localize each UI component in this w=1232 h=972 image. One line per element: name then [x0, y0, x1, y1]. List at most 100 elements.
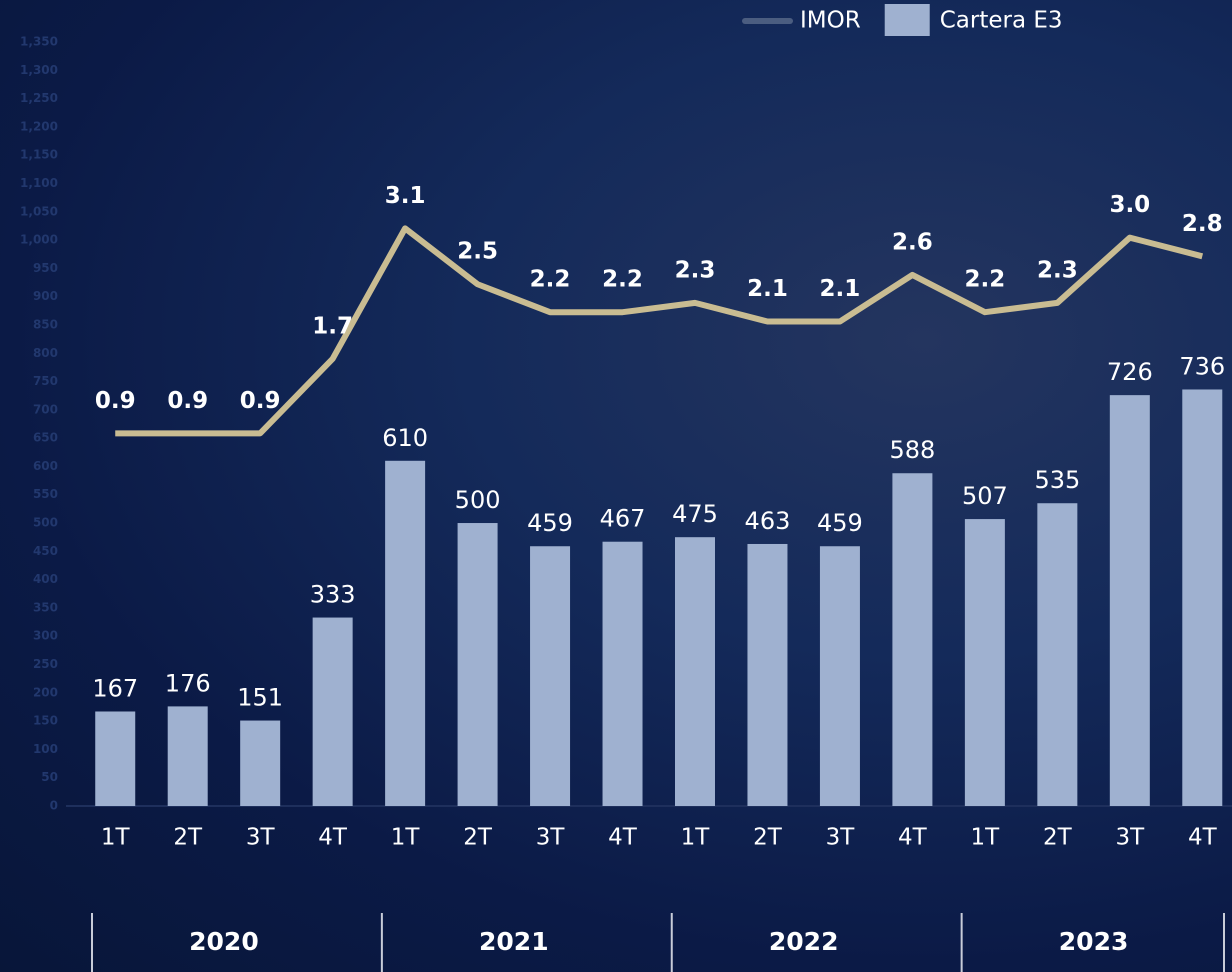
bar: [1109, 395, 1150, 806]
bar: [1182, 389, 1223, 806]
bar-value-label: 151: [237, 684, 283, 712]
y-tick-label: 650: [33, 431, 58, 445]
y-tick-label: 550: [33, 487, 58, 501]
x-tick-label: 1T: [681, 825, 711, 851]
line-value-label: 2.2: [965, 267, 1006, 293]
x-tick-label: 1T: [101, 825, 131, 851]
bar-value-label: 167: [92, 674, 138, 702]
bar: [530, 546, 571, 806]
bar-value-label: 459: [527, 509, 573, 537]
x-tick-label: 3T: [536, 825, 566, 851]
line-value-label: 2.3: [1037, 257, 1078, 283]
line-value-label: 2.2: [602, 267, 643, 293]
group-label: 2020: [189, 927, 259, 956]
bar-value-label: 507: [962, 482, 1008, 510]
line-value-label: 1.7: [312, 313, 353, 339]
line-value-label: 3.1: [385, 183, 426, 209]
x-tick-label: 3T: [826, 825, 856, 851]
y-tick-label: 700: [33, 402, 58, 416]
line-value-label: 2.3: [675, 257, 716, 283]
x-tick-label: 3T: [1115, 825, 1145, 851]
bar: [674, 537, 715, 806]
y-tick-label: 1,250: [20, 91, 58, 105]
bar-value-label: 333: [310, 581, 356, 609]
line-value-label: 0.9: [167, 388, 208, 414]
y-tick-label: 850: [33, 317, 58, 331]
bar-value-label: 475: [672, 500, 718, 528]
bar: [819, 546, 860, 806]
x-tick-label: 2T: [1043, 825, 1073, 851]
line-value-label: 0.9: [240, 388, 281, 414]
bar-value-label: 726: [1107, 358, 1153, 386]
bar: [602, 541, 643, 806]
y-tick-label: 50: [41, 770, 58, 784]
bar-value-label: 588: [889, 436, 935, 464]
bar-value-label: 176: [165, 669, 211, 697]
line: [115, 225, 1204, 437]
x-tick-label: 4T: [318, 825, 348, 851]
x-tick-label: 4T: [608, 825, 638, 851]
bar-value-label: 535: [1034, 466, 1080, 494]
y-tick-label: 1,000: [20, 233, 58, 247]
bar: [312, 617, 353, 806]
x-tick-label: 4T: [1188, 825, 1218, 851]
bar: [1037, 503, 1078, 806]
bar: [95, 711, 136, 806]
y-tick-label: 1,300: [20, 63, 58, 77]
y-tick-label: 800: [33, 346, 58, 360]
group-label: 2021: [479, 927, 549, 956]
x-tick-label: 1T: [391, 825, 421, 851]
bar: [964, 519, 1005, 806]
group-label: 2022: [769, 927, 839, 956]
x-tick-label: 1T: [971, 825, 1001, 851]
line-value-label: 2.5: [457, 239, 498, 265]
y-tick-label: 350: [33, 600, 58, 614]
x-tick-label: 2T: [753, 825, 783, 851]
line-value-label: 2.8: [1182, 211, 1223, 237]
y-tick-label: 400: [33, 572, 58, 586]
line-value-label: 3.0: [1109, 192, 1150, 218]
bar: [457, 523, 498, 806]
y-tick-label: 200: [33, 685, 58, 699]
y-tick-label: 500: [33, 516, 58, 530]
line-value-label: 2.1: [820, 276, 861, 302]
x-tick-label: 2T: [463, 825, 493, 851]
y-tick-label: 600: [33, 459, 58, 473]
bar-value-label: 467: [600, 505, 646, 533]
bar-value-label: 736: [1179, 352, 1225, 380]
line-value-label: 0.9: [95, 388, 136, 414]
y-tick-label: 750: [33, 374, 58, 388]
y-tick-label: 1,150: [20, 148, 58, 162]
line-value-label: 2.2: [530, 267, 571, 293]
x-tick-label: 4T: [898, 825, 928, 851]
bar: [747, 543, 788, 806]
y-tick-label: 900: [33, 289, 58, 303]
bar: [385, 460, 426, 806]
y-tick-label: 1,050: [20, 204, 58, 218]
bar: [892, 473, 933, 806]
bar-value-label: 610: [382, 424, 428, 452]
bar-value-label: 459: [817, 509, 863, 537]
y-tick-label: 1,100: [20, 176, 58, 190]
y-tick-label: 0: [50, 799, 58, 813]
group-label: 2023: [1059, 927, 1129, 956]
line-value-label: 2.6: [892, 229, 933, 255]
y-tick-label: 150: [33, 714, 58, 728]
bar-value-label: 500: [455, 486, 501, 514]
y-tick-label: 450: [33, 544, 58, 558]
bar-value-label: 463: [745, 507, 791, 535]
y-tick-label: 1,200: [20, 119, 58, 133]
legend-label: Cartera E3: [940, 8, 1063, 34]
bar: [167, 706, 208, 806]
x-tick-label: 2T: [173, 825, 203, 851]
line-value-label: 2.1: [747, 276, 788, 302]
y-tick-label: 950: [33, 261, 58, 275]
x-tick-label: 3T: [246, 825, 276, 851]
bar: [240, 720, 281, 806]
legend-swatch: [884, 4, 930, 36]
y-tick-label: 1,350: [20, 35, 58, 49]
y-tick-label: 100: [33, 742, 58, 756]
y-tick-label: 250: [33, 657, 58, 671]
y-tick-label: 300: [33, 629, 58, 643]
